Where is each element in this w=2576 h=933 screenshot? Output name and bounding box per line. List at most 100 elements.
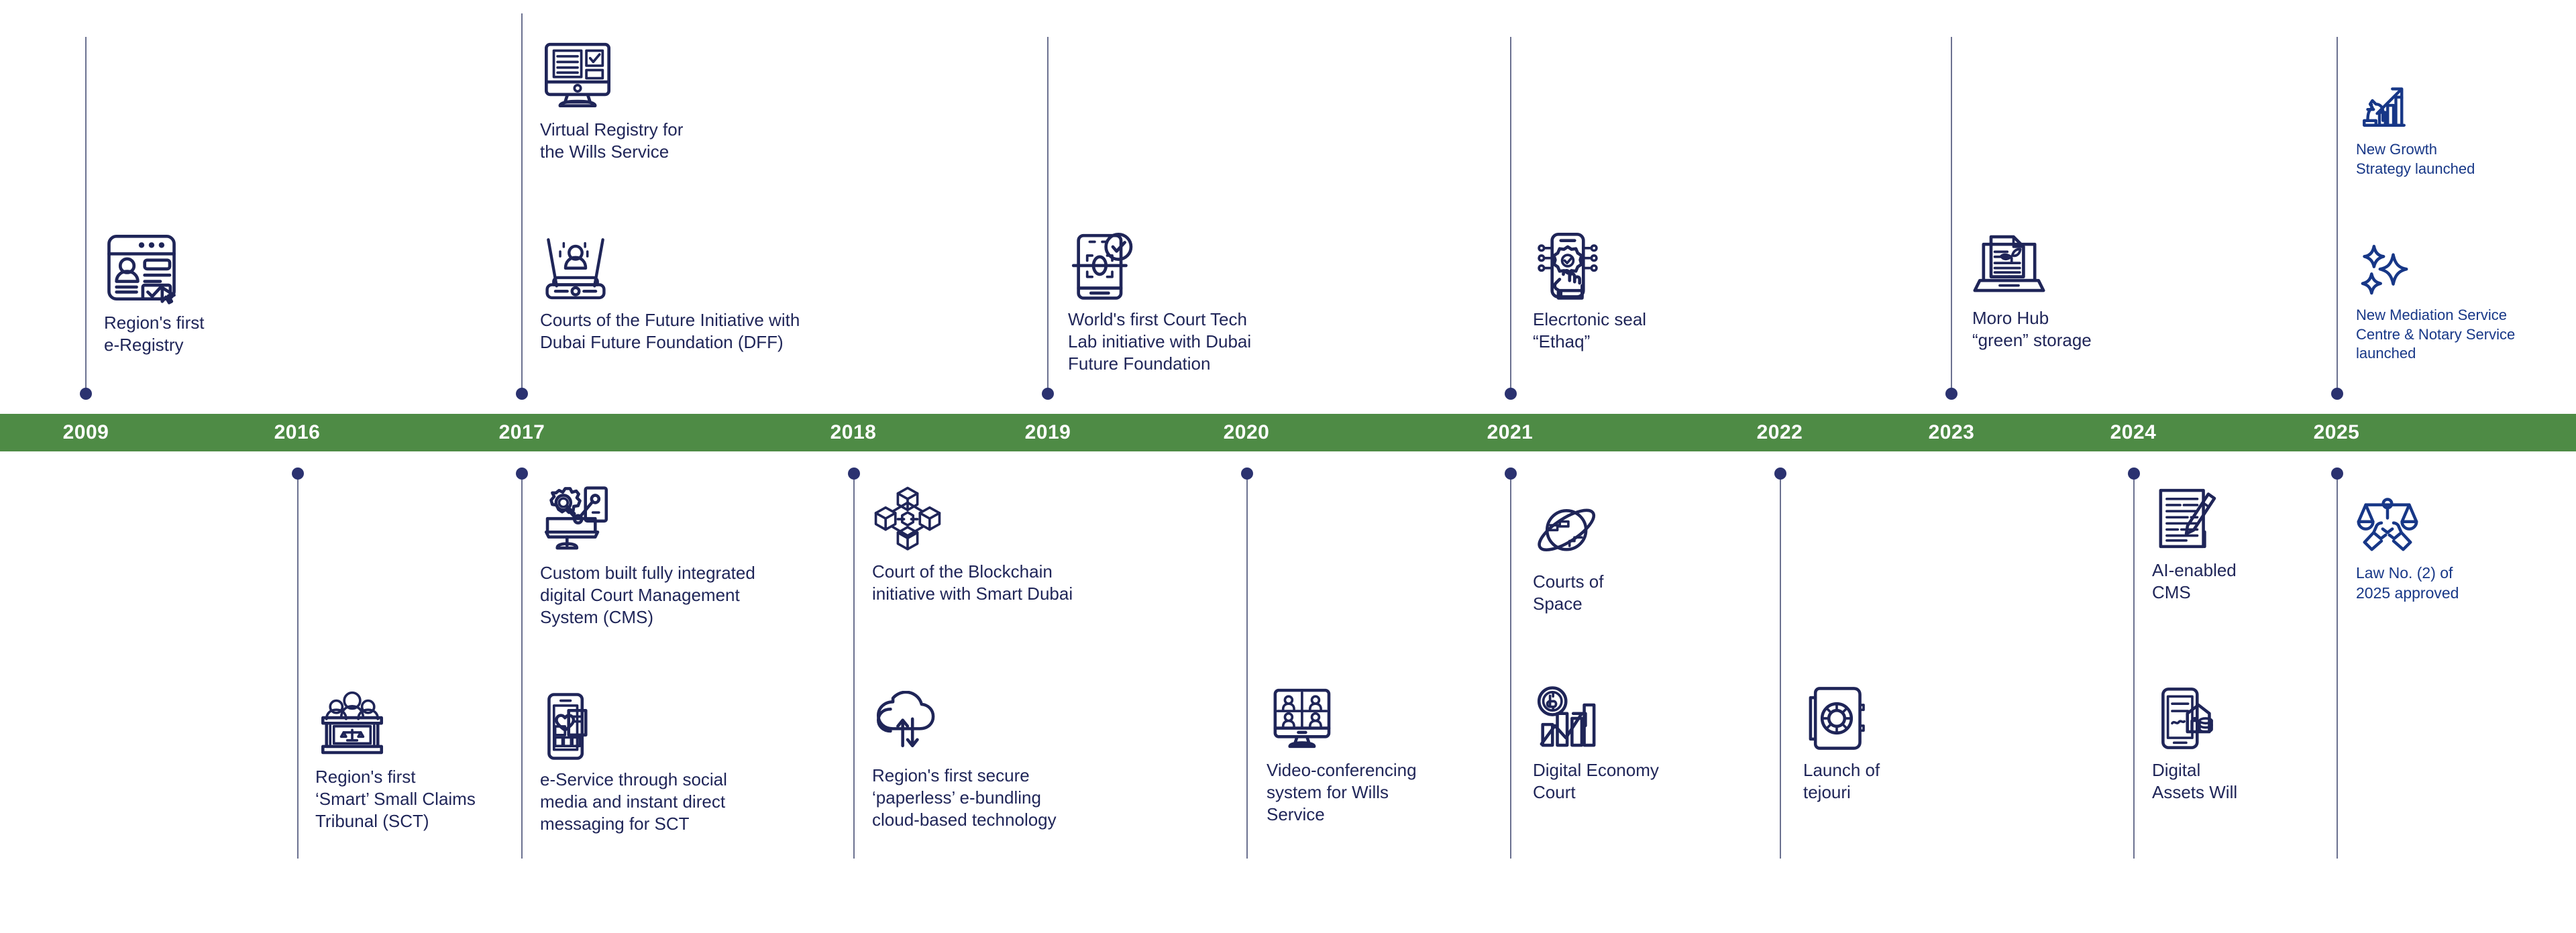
year-label-2024: 2024 <box>2110 421 2157 443</box>
connector-line <box>853 473 855 859</box>
milestone-caption: Courts of Space <box>1533 571 1604 614</box>
timeline-dot <box>2331 388 2343 400</box>
year-label-2019: 2019 <box>1024 421 1071 443</box>
milestone-launch-of-tejouri: Launch of tejouri <box>1803 684 1991 804</box>
milestone-caption: Region's first e-Registry <box>104 313 205 355</box>
milestone-caption: New Mediation Service Centre & Notary Se… <box>2356 307 2516 362</box>
connector-line <box>2133 473 2135 859</box>
timeline-dot <box>516 388 528 400</box>
milestone-caption: Region's first secure ‘paperless’ e-bund… <box>872 765 1057 830</box>
year-label-2023: 2023 <box>1928 421 1975 443</box>
milestone-caption: Courts of the Future Initiative with Dub… <box>540 310 800 352</box>
milestone-courts-of-space: Courts of Space <box>1533 500 1707 615</box>
milestone-court-of-the-blockchain: Court of the Blockchain initiative with … <box>872 484 1140 605</box>
timeline-dot <box>1945 388 1957 400</box>
year-axis-bar <box>0 414 2576 451</box>
connector-line <box>1510 37 1511 394</box>
milestone-caption: Virtual Registry for the Wills Service <box>540 119 684 162</box>
connector-line <box>2337 37 2338 394</box>
blockchain-cubes-icon <box>872 484 1140 554</box>
connector-line <box>297 473 299 859</box>
milestone-caption: Launch of tejouri <box>1803 760 1880 802</box>
year-label-2022: 2022 <box>1756 421 1803 443</box>
scales-handshake-icon <box>2356 496 2551 557</box>
timeline-dot <box>2128 468 2140 480</box>
milestone-new-mediation-service-centre: New Mediation Service Centre & Notary Se… <box>2356 241 2557 364</box>
laptop-document-leaf-icon <box>1972 228 2194 300</box>
milestone-region-first-e-registry: Region's first e-Registry <box>104 230 325 356</box>
connector-line <box>1510 473 1511 859</box>
milestone-electronic-seal-ethaq: Elecrtonic seal “Ethaq” <box>1533 228 1748 353</box>
timeline-dot <box>1505 468 1517 480</box>
year-label-2020: 2020 <box>1223 421 1270 443</box>
milestone-video-conferencing-wills: Video-conferencing system for Wills Serv… <box>1267 684 1495 825</box>
cloud-upload-download-icon <box>872 691 1120 758</box>
milestone-caption: Elecrtonic seal “Ethaq” <box>1533 309 1647 351</box>
milestone-caption: Video-conferencing system for Wills Serv… <box>1267 760 1417 824</box>
phone-hand-seal-circuit-icon <box>1533 228 1748 302</box>
connector-line <box>85 37 87 394</box>
year-label-2018: 2018 <box>830 421 877 443</box>
tribunal-bench-scales-icon <box>315 691 530 759</box>
milestone-new-growth-strategy: New Growth Strategy launched <box>2356 77 2557 178</box>
timeline-dot <box>1241 468 1253 480</box>
connector-line <box>521 473 523 859</box>
safe-vault-icon <box>1803 684 1991 753</box>
hologram-projector-icon <box>540 231 875 303</box>
sparkles-icon <box>2356 241 2557 299</box>
timeline-dot <box>516 468 528 480</box>
milestone-caption: Region's first ‘Smart’ Small Claims Trib… <box>315 767 476 831</box>
milestone-caption: AI-enabled CMS <box>2152 560 2237 602</box>
milestone-moro-hub-green-storage: Moro Hub “green” storage <box>1972 228 2194 351</box>
milestone-caption: Law No. (2) of 2025 approved <box>2356 564 2459 602</box>
year-label-2021: 2021 <box>1487 421 1534 443</box>
year-label-2009: 2009 <box>62 421 109 443</box>
connector-line <box>2337 473 2338 859</box>
milestone-ai-enabled-cms: AI-enabled CMS <box>2152 484 2340 604</box>
desktop-monitor-checklist-icon <box>540 37 768 112</box>
milestone-caption: Digital Assets Will <box>2152 760 2238 802</box>
connector-line <box>1951 37 1952 394</box>
milestone-caption: World's first Court Tech Lab initiative … <box>1068 309 1252 374</box>
document-pencil-icon <box>2152 484 2340 553</box>
year-label-2016: 2016 <box>274 421 321 443</box>
timeline-dot <box>292 468 304 480</box>
video-conference-grid-icon <box>1267 684 1495 753</box>
milestone-caption: Digital Economy Court <box>1533 760 1659 802</box>
timeline-dot <box>2331 468 2343 480</box>
connector-line <box>521 13 523 394</box>
milestone-e-service-social-media: e-Service through social media and insta… <box>540 691 788 834</box>
phone-house-coins-icon <box>2152 684 2340 753</box>
timeline-dot <box>848 468 860 480</box>
knight-growth-chart-icon <box>2356 77 2557 133</box>
connector-line <box>1246 473 1248 859</box>
planet-ring-icon <box>1533 500 1707 564</box>
timeline-dot <box>1774 468 1786 480</box>
phone-social-heart-icon <box>540 691 788 762</box>
gear-magnifier-monitor-icon <box>540 484 808 555</box>
milestone-law-no-2-2025: Law No. (2) of 2025 approved <box>2356 496 2551 604</box>
milestone-caption: Custom built fully integrated digital Co… <box>540 563 755 627</box>
milestone-caption: Court of the Blockchain initiative with … <box>872 561 1073 604</box>
year-label-2025: 2025 <box>2313 421 2360 443</box>
year-label-2017: 2017 <box>498 421 545 443</box>
milestone-courts-of-the-future-dff: Courts of the Future Initiative with Dub… <box>540 231 875 353</box>
bitcoin-growth-chart-icon <box>1533 684 1734 753</box>
browser-profile-checkbox-icon <box>104 230 325 305</box>
milestone-digital-economy-court: Digital Economy Court <box>1533 684 1734 804</box>
milestone-caption: Moro Hub “green” storage <box>1972 308 2092 350</box>
phone-face-scan-verified-icon <box>1068 228 1296 302</box>
timeline-dot <box>80 388 92 400</box>
milestone-paperless-e-bundling: Region's first secure ‘paperless’ e-bund… <box>872 691 1120 830</box>
connector-line <box>1047 37 1049 394</box>
connector-line <box>1780 473 1781 859</box>
milestone-custom-built-cms: Custom built fully integrated digital Co… <box>540 484 808 628</box>
timeline-dot <box>1042 388 1054 400</box>
milestone-digital-assets-will: Digital Assets Will <box>2152 684 2340 804</box>
timeline-dot <box>1505 388 1517 400</box>
milestone-smart-small-claims-tribunal: Region's first ‘Smart’ Small Claims Trib… <box>315 691 530 832</box>
milestone-caption: New Growth Strategy launched <box>2356 141 2475 177</box>
milestone-virtual-registry-wills: Virtual Registry for the Wills Service <box>540 37 768 163</box>
milestone-court-tech-lab: World's first Court Tech Lab initiative … <box>1068 228 1296 374</box>
